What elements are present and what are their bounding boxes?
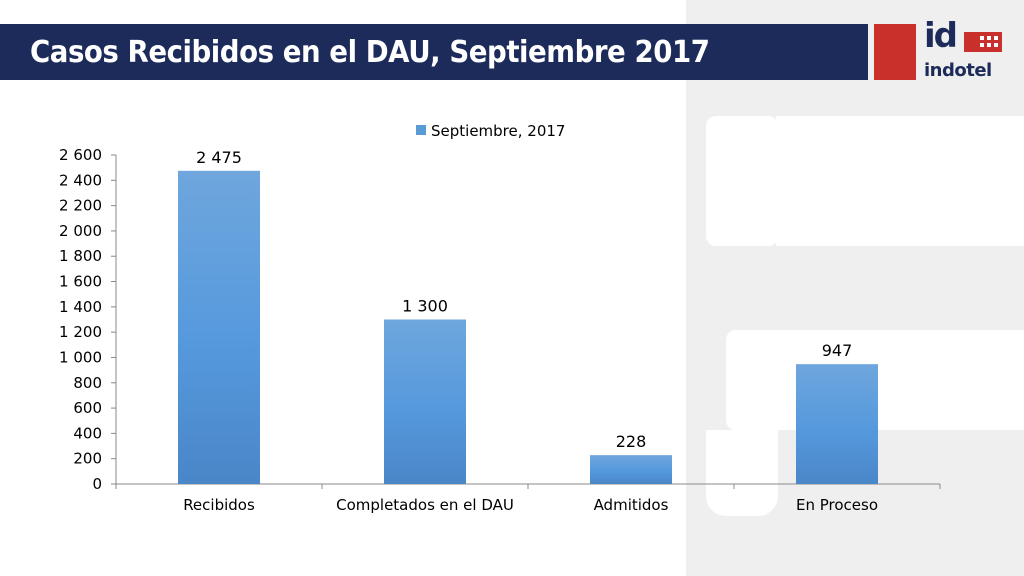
y-tick-label: 600 [73, 399, 102, 417]
category-label: En Proceso [796, 496, 878, 514]
category-label: Recibidos [183, 496, 255, 514]
bar [178, 170, 260, 484]
chart-legend: Septiembre, 2017 [416, 122, 565, 140]
logo-name: indotel [924, 60, 992, 81]
y-tick-label: 2 200 [59, 197, 102, 215]
bar [384, 319, 466, 484]
y-tick-label: 200 [73, 450, 102, 468]
indotel-logo: id indotel [920, 16, 1004, 86]
y-tick-label: 2 400 [59, 171, 102, 189]
category-label: Admitidos [594, 496, 669, 514]
title-bar [0, 24, 868, 80]
background-panel [776, 246, 1024, 330]
y-tick-label: 1 400 [59, 298, 102, 316]
background-card [706, 116, 778, 246]
y-tick-label: 1 000 [59, 348, 102, 366]
y-tick-label: 400 [73, 424, 102, 442]
data-label: 228 [616, 432, 647, 451]
data-label: 2 475 [196, 148, 242, 167]
bar [796, 364, 878, 484]
data-label: 947 [822, 341, 853, 360]
y-tick-label: 1 200 [59, 323, 102, 341]
bar [590, 455, 672, 484]
y-tick-label: 0 [92, 475, 102, 493]
y-tick-label: 1 800 [59, 247, 102, 265]
logo-mark: id [924, 16, 958, 56]
y-tick-label: 1 600 [59, 273, 102, 291]
y-tick-label: 2 600 [59, 146, 102, 164]
background-card [706, 430, 778, 516]
y-tick-label: 800 [73, 374, 102, 392]
legend-swatch [416, 125, 426, 135]
data-label: 1 300 [402, 297, 448, 316]
category-label: Completados en el DAU [336, 496, 514, 514]
legend-label: Septiembre, 2017 [431, 122, 565, 140]
logo-red-block [874, 24, 916, 80]
y-tick-label: 2 000 [59, 222, 102, 240]
logo-grid-icon [964, 32, 1002, 52]
background-panel [686, 516, 776, 576]
slide-title: Casos Recibidos en el DAU, Septiembre 20… [30, 35, 710, 70]
